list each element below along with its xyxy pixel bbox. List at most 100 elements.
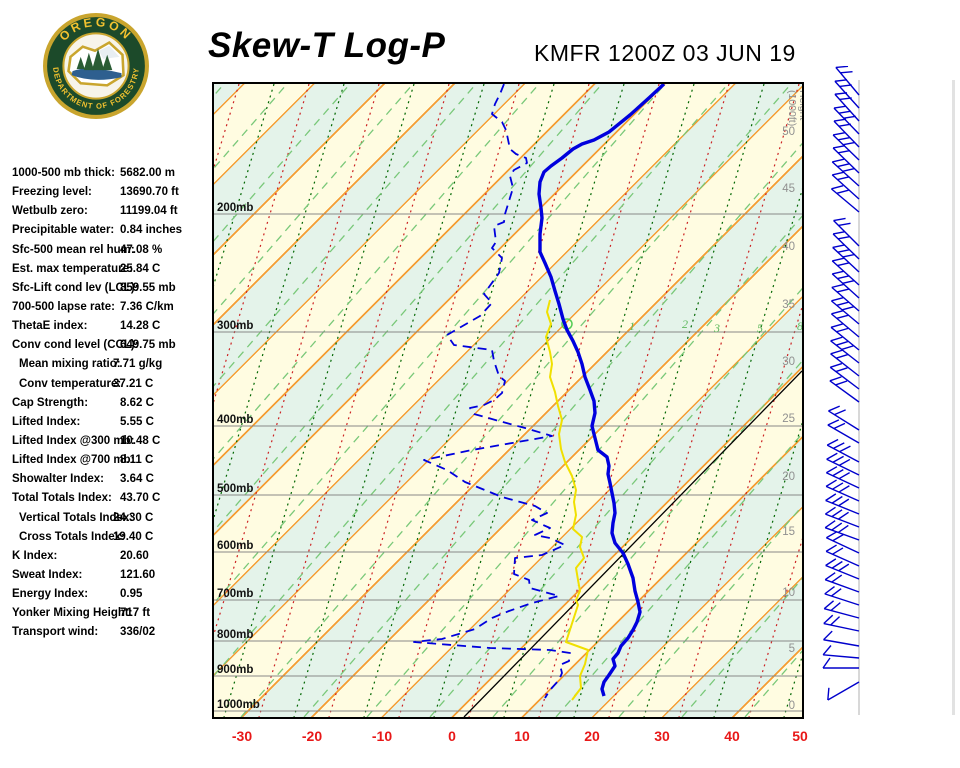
index-label: Precipitable water:: [12, 224, 115, 237]
index-label: Wetbulb zero:: [12, 205, 88, 218]
odf-logo-svg: OREGON DEPARTMENT OF FORESTRY: [43, 13, 149, 119]
index-value: 7.36 C/km: [120, 300, 174, 313]
height-axis-title: Height: [797, 90, 802, 120]
index-value: 20.60: [120, 549, 149, 562]
wind-barb: [833, 105, 860, 135]
wind-barb: [825, 544, 860, 567]
pressure-label: 700mb: [217, 588, 253, 600]
index-row: ThetaE index: 14.28 C: [12, 320, 214, 339]
index-value: 8.62 C: [120, 396, 154, 409]
wind-barb: [829, 376, 860, 403]
mixing-ratio-label: 1: [629, 319, 635, 333]
height-axis-units: (1000ft): [786, 90, 798, 126]
station-time: KMFR 1200Z 03 JUN 19: [534, 40, 796, 66]
wetbulb-trace: [545, 299, 589, 701]
pressure-label: 900mb: [217, 664, 253, 676]
index-row: Conv temperature: 37.21 C: [12, 378, 214, 397]
temperature-tick-label: 10: [514, 728, 530, 744]
index-row: Showalter Index: 3.64 C: [12, 473, 214, 492]
index-label: Conv cond level (CCL):: [12, 339, 139, 352]
index-value: 0.84 inches: [120, 224, 183, 237]
index-value: 37.21 C: [113, 377, 154, 390]
wind-barb: [832, 131, 860, 161]
odf-logo: OREGON DEPARTMENT OF FORESTRY: [42, 12, 150, 120]
height-tick-label: 0: [789, 700, 795, 712]
wind-barb: [830, 297, 860, 325]
index-label: Sfc-Lift cond lev (LCL):: [12, 281, 139, 294]
index-value: 121.60: [120, 568, 156, 581]
page-title: Skew-T Log-P: [208, 26, 446, 65]
temperature-trace: [537, 84, 666, 697]
height-tick-label: 45: [782, 183, 795, 195]
wind-barb: [831, 283, 860, 312]
temperature-tick-label: 30: [654, 728, 670, 744]
index-row: Lifted Index: 5.55 C: [12, 416, 214, 435]
index-row: 1000-500 mb thick: 5682.00 m: [12, 167, 214, 186]
wind-barb: [826, 466, 860, 489]
wind-barb: [830, 336, 860, 364]
index-label: Cap Strength:: [12, 396, 89, 409]
temperature-tick-label: 50: [792, 728, 808, 744]
index-value: 47.08 %: [120, 243, 163, 256]
wind-barb: [824, 506, 860, 528]
index-value: 0.95: [120, 588, 143, 601]
wind-barb: [834, 79, 860, 109]
height-tick-label: 40: [782, 241, 795, 253]
index-row: Conv cond level (CCL): 649.75 mb: [12, 339, 214, 358]
index-value: 13690.70 ft: [120, 186, 179, 199]
logo-scene: [67, 40, 125, 87]
wind-barb: [825, 493, 860, 515]
scrollbar[interactable]: [952, 80, 955, 715]
index-label: Sfc-500 mean rel hum:: [12, 243, 135, 256]
index-value: 5.55 C: [120, 415, 154, 428]
height-tick-label: 20: [782, 471, 795, 483]
index-row: Sfc-Lift cond lev (LCL): 859.55 mb: [12, 282, 214, 301]
wind-barb: [833, 217, 860, 247]
wind-barb: [832, 244, 860, 273]
mixing-ratio-label: 3: [713, 321, 720, 335]
temperature-tick-label: 0: [448, 728, 456, 744]
index-row: Mean mixing ratio: 7.71 g/kg: [12, 358, 214, 377]
wind-barb: [833, 118, 860, 148]
index-row: Wetbulb zero: 11199.04 ft: [12, 205, 214, 224]
index-value: 24.30 C: [113, 511, 154, 524]
parcel-reference-line: [463, 370, 802, 717]
wind-barb: [822, 657, 859, 669]
index-row: Lifted Index @300 mb: 10.48 C: [12, 435, 214, 454]
index-row: Yonker Mixing Height: 717 ft: [12, 607, 214, 626]
index-label: 700-500 lapse rate:: [12, 300, 115, 313]
height-tick-label: 25: [782, 413, 795, 425]
index-value: 11199.04 ft: [120, 205, 178, 218]
index-label: Yonker Mixing Height:: [12, 607, 133, 620]
wind-barb: [828, 405, 860, 431]
index-row: Transport wind: 336/02: [12, 626, 214, 645]
index-label: Cross Totals Index:: [19, 530, 125, 543]
pressure-label: 300mb: [217, 320, 253, 332]
mixing-ratio-label: 2: [682, 317, 688, 331]
wind-barb: [831, 257, 860, 286]
index-value: 649.75 mb: [120, 339, 176, 352]
wind-barb: [824, 585, 860, 606]
temperature-tick-label: -20: [301, 728, 323, 744]
pressure-label: 500mb: [217, 483, 253, 495]
dewpoint-trace: [413, 84, 571, 699]
index-value: 3.64 C: [120, 473, 154, 486]
index-value: 19.40 C: [113, 530, 154, 543]
index-label: Lifted Index @300 mb:: [12, 434, 135, 447]
index-label: Transport wind:: [12, 626, 99, 639]
index-row: Precipitable water: 0.84 inches: [12, 224, 214, 243]
wind-barb-panel: [808, 65, 870, 728]
wind-barb: [832, 230, 860, 260]
index-label: Total Totals Index:: [12, 492, 112, 505]
wind-barb: [823, 600, 860, 619]
wind-barb: [823, 614, 860, 632]
mixing-ratio-label: 5: [757, 321, 763, 335]
wind-barb: [827, 419, 860, 444]
wind-barb: [830, 349, 860, 377]
index-value: 859.55 mb: [120, 281, 176, 294]
index-label: ThetaE index:: [12, 320, 88, 333]
index-row: Freezing level: 13690.70 ft: [12, 186, 214, 205]
pressure-label: 800mb: [217, 629, 253, 641]
wind-barb: [830, 185, 860, 213]
